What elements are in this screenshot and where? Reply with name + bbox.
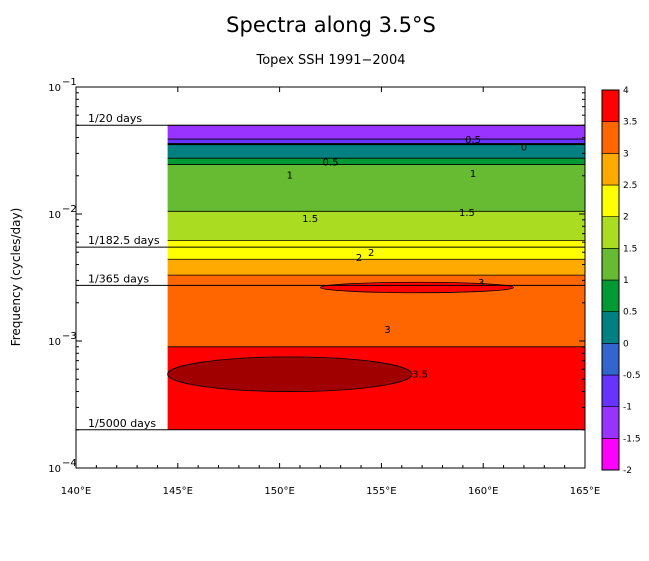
- contour-label: 0.5: [465, 135, 481, 146]
- reference-line-label: 1/365 days: [88, 272, 149, 285]
- colorbar-swatch: [601, 121, 620, 154]
- colorbar-swatch: [601, 279, 620, 312]
- y-tick-label: 10: [48, 83, 61, 94]
- contour-label: 0.5: [323, 157, 339, 168]
- y-tick-label: 10: [48, 210, 61, 221]
- colorbar-label: -2: [623, 466, 632, 476]
- reference-lines: 1/20 days 1/182.5 days 1/365 days 1/5000 da…: [76, 112, 585, 431]
- x-tick-label: 155°E: [366, 486, 396, 497]
- contour-label: 1.5: [302, 214, 318, 225]
- chart-title: Spectra along 3.5°S: [226, 13, 436, 37]
- colorbar-swatch: [601, 374, 620, 407]
- y-tick-exponent: −4: [62, 458, 77, 469]
- x-tick-label: 145°E: [163, 486, 193, 497]
- y-tick-exponent: −2: [62, 204, 77, 215]
- colorbar-label: 4: [623, 86, 629, 96]
- contour-labels: 0.5 0 0.5 1 1 1.5 1.5 22 3 3 3.5: [287, 135, 528, 381]
- reference-line-label: 1/5000 days: [88, 417, 156, 430]
- colorbar-label: 3.5: [623, 118, 637, 128]
- contour-band: [167, 139, 585, 145]
- contour-band: [167, 259, 585, 276]
- colorbar-swatch: [601, 248, 620, 281]
- contour-band: [167, 240, 585, 260]
- x-tick-label: 150°E: [264, 486, 294, 497]
- plot-frame: [75, 86, 586, 469]
- contour-label: 1: [287, 170, 293, 181]
- contour-patch: [319, 281, 515, 294]
- reference-line-label: 1/182.5 days: [88, 234, 160, 247]
- contour-band: [167, 164, 585, 212]
- colorbar-swatch: [601, 343, 620, 376]
- x-axis: 140°E 145°E 150°E 155°E 160°E 165°E: [61, 87, 600, 497]
- colorbar-label: -0.5: [623, 371, 641, 381]
- colorbar-label: 2.5: [623, 181, 637, 191]
- x-tick-label: 160°E: [468, 486, 498, 497]
- y-tick-label: 10: [48, 464, 61, 475]
- colorbar-swatch: [601, 184, 620, 217]
- y-axis-label: Frequency (cycles/day): [9, 208, 23, 347]
- colorbar-swatch: [601, 89, 620, 122]
- contour-band: [167, 211, 585, 241]
- contour-fill-layer: [167, 125, 585, 430]
- colorbar-label: 2: [623, 213, 629, 223]
- colorbar-swatch: [601, 153, 620, 186]
- colorbar-label: 0.5: [623, 308, 637, 318]
- contour-label: 3.5: [412, 369, 428, 380]
- contour-band: [167, 144, 585, 159]
- chart-subtitle: Topex SSH 1991−2004: [255, 53, 405, 68]
- y-tick-exponent: −1: [62, 77, 77, 88]
- contour-label: 1.5: [459, 208, 475, 219]
- contour-label: 1: [470, 169, 476, 180]
- colorbar-label: 1: [623, 276, 629, 286]
- y-axis: 10−410−310−210−1: [48, 77, 585, 475]
- contour-label: 3: [478, 278, 484, 289]
- colorbar-swatch: [601, 216, 620, 249]
- colorbar-swatch: [601, 438, 620, 471]
- colorbar-label: -1: [623, 403, 632, 413]
- colorbar-swatch: [601, 406, 620, 439]
- contour-patch: [167, 356, 413, 392]
- colorbar-swatch: [601, 311, 620, 344]
- contour-band: [167, 158, 585, 165]
- x-tick-label: 140°E: [61, 486, 91, 497]
- contour-label: 2: [356, 253, 362, 264]
- colorbar-label: 1.5: [623, 244, 637, 254]
- colorbar-frame: [601, 89, 620, 471]
- x-tick-label: 165°E: [570, 486, 600, 497]
- colorbar: -2 -1.5 -1 -0.5 0 0.5 1 1.5 2 2.5 3 3.5 4: [601, 86, 641, 476]
- contour-label: 2: [368, 248, 374, 259]
- contour-band: [167, 125, 585, 140]
- colorbar-label: 0: [623, 339, 629, 349]
- reference-line-label: 1/20 days: [88, 112, 142, 125]
- y-tick-label: 10: [48, 337, 61, 348]
- colorbar-label: 3: [623, 149, 629, 159]
- contour-label: 0: [521, 143, 527, 154]
- contour-label: 3: [384, 325, 390, 336]
- colorbar-label: -1.5: [623, 434, 641, 444]
- y-tick-exponent: −3: [62, 331, 77, 342]
